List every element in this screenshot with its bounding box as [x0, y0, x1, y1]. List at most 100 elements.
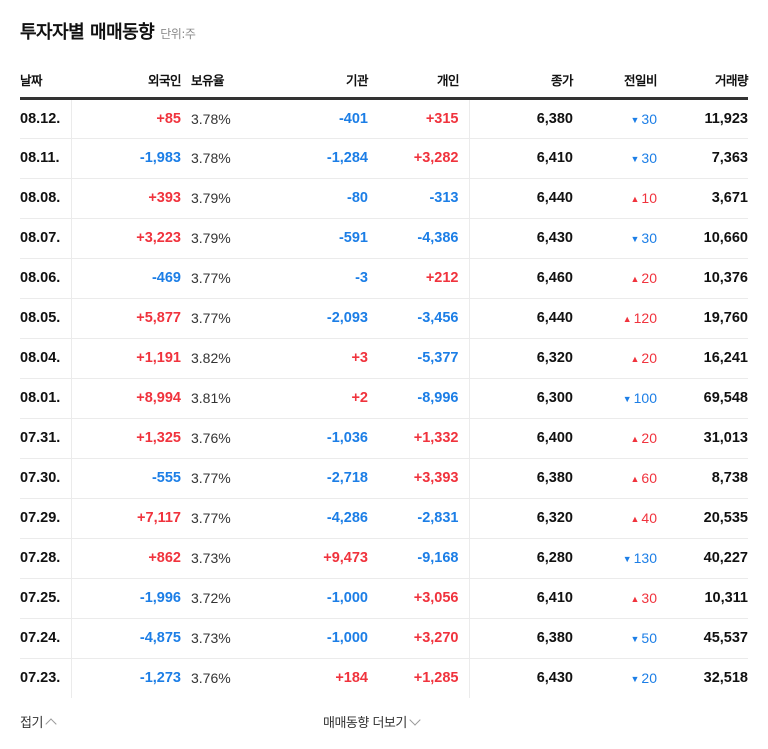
- table-row: 07.23. -1,273 3.76% +184 +1,285 6,430 ▼ 20 32,51…: [20, 658, 748, 698]
- table-row: 07.25. -1,996 3.72% -1,000 +3,056 6,410 ▲ 30 10,…: [20, 578, 748, 619]
- institution-net-cell: -2,718: [251, 458, 368, 499]
- volume-cell: 32,518: [703, 670, 748, 687]
- foreign-ratio-cell: 3.81%: [181, 378, 251, 419]
- table-row: 08.06. -469 3.77% -3 +212 6,460 ▲ 20 10,376: [20, 258, 748, 299]
- volume-cell: 31,013: [657, 418, 748, 459]
- down-arrow-icon: ▼: [630, 154, 640, 164]
- close-price-cell: 6,440: [469, 298, 573, 339]
- volume-cell: 10,660: [657, 218, 748, 259]
- change-cell: ▼ 100: [573, 378, 657, 419]
- change-cell: ▲ 20: [573, 258, 657, 299]
- col-header-foreign: 외국인: [71, 62, 182, 100]
- foreign-net-cell: +5,877: [71, 298, 181, 339]
- down-arrow-icon: ▼: [622, 554, 632, 564]
- change-cell: ▲ 30: [573, 578, 657, 619]
- foreign-net-cell: +1,325: [71, 418, 181, 459]
- up-arrow-icon: ▲: [630, 274, 640, 284]
- individual-net-cell: -313: [368, 178, 470, 219]
- close-price-cell: 6,440: [469, 178, 573, 219]
- institution-net-cell: +184: [335, 670, 368, 687]
- individual-net-cell: +3,393: [368, 458, 470, 499]
- volume-cell: 10,311: [657, 578, 748, 619]
- individual-net-cell: +1,285: [368, 658, 470, 698]
- close-price-cell: 6,380: [469, 618, 573, 659]
- individual-net-cell: +1,332: [368, 418, 470, 459]
- date-cell: 07.24.: [20, 618, 72, 659]
- foreign-ratio-cell: 3.73%: [181, 538, 251, 579]
- foreign-net-cell: +1,191: [71, 338, 181, 379]
- col-header-change: 전일비: [573, 62, 658, 100]
- change-value: 50: [641, 630, 657, 646]
- institution-net-cell: -2,093: [251, 298, 368, 339]
- table-header-row: 날짜 외국인 보유율 기관 개인 종가 전일비 거래량: [20, 62, 749, 100]
- individual-net-cell: -5,377: [368, 338, 470, 379]
- up-arrow-icon: ▲: [630, 514, 640, 524]
- volume-cell: 10,376: [657, 258, 748, 299]
- date-cell: 07.25.: [20, 578, 72, 619]
- section-title: 투자자별 매매동향: [20, 22, 155, 43]
- volume-cell: 40,227: [657, 538, 748, 579]
- close-price-cell: 6,380: [469, 98, 573, 139]
- individual-net-cell: -4,386: [368, 218, 470, 259]
- date-cell: 08.04.: [20, 338, 72, 379]
- close-price-cell: 6,320: [469, 338, 573, 379]
- institution-net-cell: -591: [251, 218, 368, 259]
- individual-net-cell: +212: [368, 258, 470, 299]
- col-header-close: 종가: [469, 62, 574, 100]
- change-cell: ▲ 40: [573, 498, 657, 539]
- change-cell: ▼ 20: [573, 658, 658, 698]
- change-cell: ▲ 120: [573, 298, 657, 339]
- table-row: 07.28. +862 3.73% +9,473 -9,168 6,280 ▼ 130 40,2…: [20, 538, 748, 579]
- foreign-ratio-cell: 3.76%: [191, 670, 231, 687]
- col-header-date: 날짜: [20, 62, 71, 100]
- foreign-ratio-cell: 3.79%: [181, 218, 251, 259]
- more-trading-button[interactable]: 매매동향 더보기: [323, 712, 421, 731]
- col-header-institution: 기관: [251, 62, 369, 100]
- table-row: 08.12. +85 3.78% -401 +315 6,380 ▼ 30 11,923: [20, 98, 748, 139]
- change-cell: ▼ 30: [573, 138, 657, 179]
- institution-net-cell: -1,000: [251, 578, 368, 619]
- volume-cell: 69,548: [657, 378, 748, 419]
- change-cell: ▲ 20: [573, 418, 657, 459]
- close-price-cell: 6,400: [469, 418, 573, 459]
- table-row: 07.24. -4,875 3.73% -1,000 +3,270 6,380 ▼ 50 45,…: [20, 618, 748, 659]
- table-row: 07.29. +7,117 3.77% -4,286 -2,831 6,320 ▲ 40 20,…: [20, 498, 748, 539]
- close-price-cell: 6,300: [469, 378, 573, 419]
- up-arrow-icon: ▲: [630, 474, 640, 484]
- change-cell: ▲ 20: [573, 338, 657, 379]
- up-arrow-icon: ▲: [630, 194, 640, 204]
- volume-cell: 45,537: [657, 618, 748, 659]
- change-cell: ▼ 30: [573, 98, 657, 139]
- change-value: 60: [641, 470, 657, 486]
- foreign-net-cell: +85: [71, 98, 181, 139]
- fold-button[interactable]: 접기: [20, 712, 57, 731]
- up-arrow-icon: ▲: [630, 434, 640, 444]
- foreign-net-cell: +8,994: [71, 378, 181, 419]
- col-header-volume: 거래량: [657, 62, 749, 100]
- change-value: 10: [641, 190, 657, 206]
- col-header-ratio: 보유율: [181, 62, 251, 100]
- institution-net-cell: -401: [251, 98, 368, 139]
- table-row: 08.01. +8,994 3.81% +2 -8,996 6,300 ▼ 100 69,548: [20, 378, 748, 419]
- chevron-up-icon: [45, 718, 57, 730]
- table-row: 08.11. -1,983 3.78% -1,284 +3,282 6,410 ▼ 30 7,3…: [20, 138, 748, 179]
- close-price-cell: 6,410: [469, 578, 573, 619]
- foreign-ratio-cell: 3.82%: [181, 338, 251, 379]
- table-footer: 접기 매매동향 더보기: [20, 712, 748, 732]
- up-arrow-icon: ▲: [622, 314, 632, 324]
- date-cell: 08.11.: [20, 138, 72, 179]
- change-value: 20: [641, 350, 657, 366]
- more-label: 매매동향 더보기: [323, 716, 407, 731]
- close-price-cell: 6,460: [469, 258, 573, 299]
- foreign-net-cell: -469: [71, 258, 181, 299]
- foreign-ratio-cell: 3.77%: [181, 258, 251, 299]
- volume-cell: 11,923: [657, 98, 748, 139]
- date-cell: 07.29.: [20, 498, 72, 539]
- change-cell: ▼ 130: [573, 538, 657, 579]
- foreign-net-cell: -1,273: [139, 670, 181, 687]
- change-cell: ▼ 50: [573, 618, 657, 659]
- institution-net-cell: -1,036: [251, 418, 368, 459]
- change-value: 20: [641, 670, 657, 687]
- volume-cell: 7,363: [657, 138, 748, 179]
- down-arrow-icon: ▼: [630, 674, 640, 685]
